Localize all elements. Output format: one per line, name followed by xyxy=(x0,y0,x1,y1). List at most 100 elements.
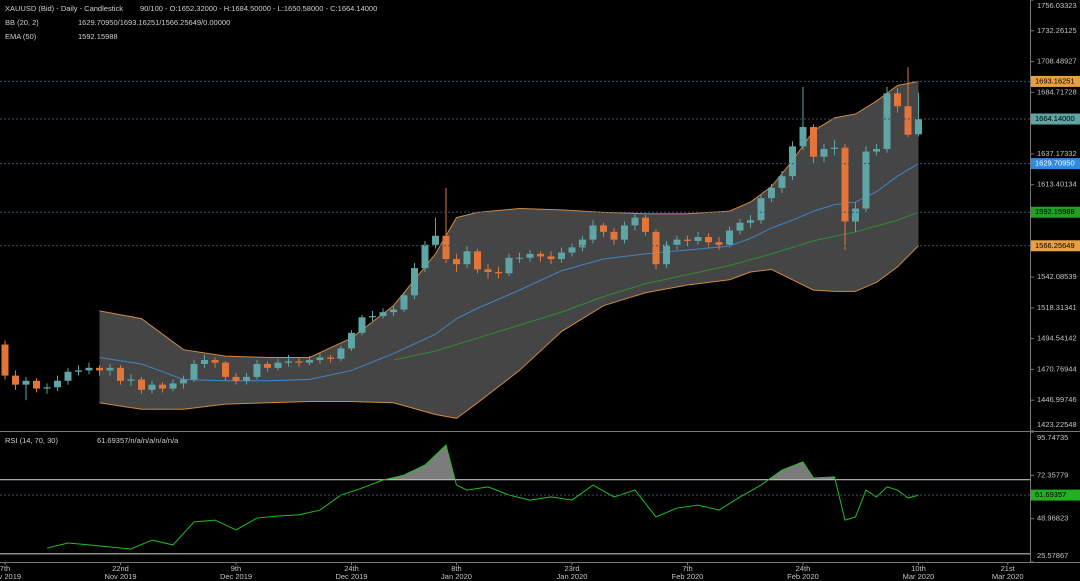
candle-body xyxy=(725,230,733,245)
y-tick-label: 1446.99746 xyxy=(1037,395,1077,404)
candle-body xyxy=(799,126,807,147)
candle-body xyxy=(536,253,544,257)
last-value-box xyxy=(1031,158,1080,170)
y-tick-label: 48.96823 xyxy=(1037,514,1068,523)
candle-body xyxy=(904,106,912,135)
last-value-label: 1566.25649 xyxy=(1035,241,1075,250)
x-tick-label: 24th xyxy=(344,564,359,573)
last-value-label: 1693.16251 xyxy=(1035,76,1075,85)
candle-body xyxy=(284,361,292,363)
candle-body xyxy=(484,269,492,273)
candle-body xyxy=(127,379,135,381)
candle-body xyxy=(557,252,565,260)
rsi-layer xyxy=(0,444,1030,555)
x-tick-label: Nov 2019 xyxy=(104,572,136,581)
candle-body xyxy=(253,363,261,377)
candle-body xyxy=(179,379,187,384)
x-tick-label: 8th xyxy=(451,564,461,573)
y-tick-label: 25.57867 xyxy=(1037,551,1068,560)
candle-body xyxy=(767,187,775,199)
overlay-values: 1629.70950/1693.16251/1566.25649/0.00000 xyxy=(78,18,230,27)
candle-body xyxy=(106,367,114,371)
y-tick-label: 1494.54142 xyxy=(1037,334,1077,343)
candle-body xyxy=(158,384,166,389)
last-value-label: 1664.14000 xyxy=(1035,114,1075,123)
candle-body xyxy=(74,370,82,372)
y-tick-label: 1684.71728 xyxy=(1037,87,1077,96)
candle-body xyxy=(694,237,702,241)
last-value-box xyxy=(1031,489,1080,501)
candle-body xyxy=(274,362,282,368)
x-tick-label: 22nd xyxy=(112,564,129,573)
candle-body xyxy=(137,379,145,390)
candle-body xyxy=(526,253,534,258)
last-value-box xyxy=(1031,75,1080,87)
rsi-area xyxy=(384,445,836,480)
candle-body xyxy=(11,375,19,385)
candle-body xyxy=(683,239,691,241)
overlay-name: BB (20, 2) xyxy=(5,18,39,27)
y-tick-label: 95.74735 xyxy=(1037,433,1068,442)
x-tick-label: Feb 2020 xyxy=(787,572,819,581)
candle-body xyxy=(736,222,744,231)
candle-body xyxy=(883,93,891,149)
candle-body xyxy=(641,217,649,232)
candle-body xyxy=(85,367,93,371)
candle-body xyxy=(347,332,355,349)
candle-body xyxy=(473,251,481,270)
candle-body xyxy=(263,363,271,368)
candle-body xyxy=(599,225,607,232)
x-tick-label: 24th xyxy=(796,564,811,573)
last-value-box xyxy=(1031,113,1080,125)
candle-body xyxy=(211,360,219,363)
candle-body xyxy=(757,198,765,221)
x-tick-label: 7th xyxy=(0,564,10,573)
candle-body xyxy=(200,360,208,364)
candle-body xyxy=(830,147,838,149)
indicator-line xyxy=(99,163,919,382)
candle-body xyxy=(305,360,313,363)
candle-body xyxy=(169,383,177,389)
candles-layer xyxy=(1,67,922,401)
candle-body xyxy=(547,256,555,260)
band-fill xyxy=(99,81,919,419)
candle-body xyxy=(704,237,712,243)
candle-body xyxy=(820,148,828,157)
y-tick-label: 1613.40134 xyxy=(1037,180,1077,189)
x-tick-label: Jan 2020 xyxy=(441,572,472,581)
candle-body xyxy=(190,363,198,380)
candle-body xyxy=(53,380,61,388)
candle-body xyxy=(316,357,324,361)
candle-body xyxy=(116,367,124,381)
x-tick-label: 23rd xyxy=(564,564,579,573)
bands-layer xyxy=(99,81,919,419)
last-value-label: 61.69357 xyxy=(1035,490,1066,499)
candle-body xyxy=(872,148,880,152)
rsi-values: 61.69357/n/a/n/a/n/a/n/a xyxy=(97,436,179,445)
rsi-line xyxy=(46,444,919,550)
x-tick-label: Mar 2020 xyxy=(903,572,935,581)
last-value-box xyxy=(1031,240,1080,252)
candle-body xyxy=(148,384,156,390)
candle-body xyxy=(389,309,397,313)
candle-body xyxy=(673,239,681,245)
y-tick-label: 1756.03323 xyxy=(1037,1,1077,10)
lines-layer xyxy=(99,80,919,419)
x-tick-label: Feb 2020 xyxy=(672,572,704,581)
candle-body xyxy=(809,126,817,157)
candle-body xyxy=(400,295,408,310)
candle-body xyxy=(662,244,670,265)
candle-body xyxy=(421,244,429,269)
candle-body xyxy=(232,376,240,381)
candle-body xyxy=(452,259,460,265)
x-tick-label: Dec 2019 xyxy=(220,572,252,581)
candle-body xyxy=(242,376,250,381)
rsi-title: RSI (14, 70, 30) xyxy=(5,436,58,445)
candle-body xyxy=(778,176,786,188)
candle-body xyxy=(326,357,334,359)
y-tick-label: 1470.76944 xyxy=(1037,364,1077,373)
y-tick-label: 72.35779 xyxy=(1037,470,1068,479)
